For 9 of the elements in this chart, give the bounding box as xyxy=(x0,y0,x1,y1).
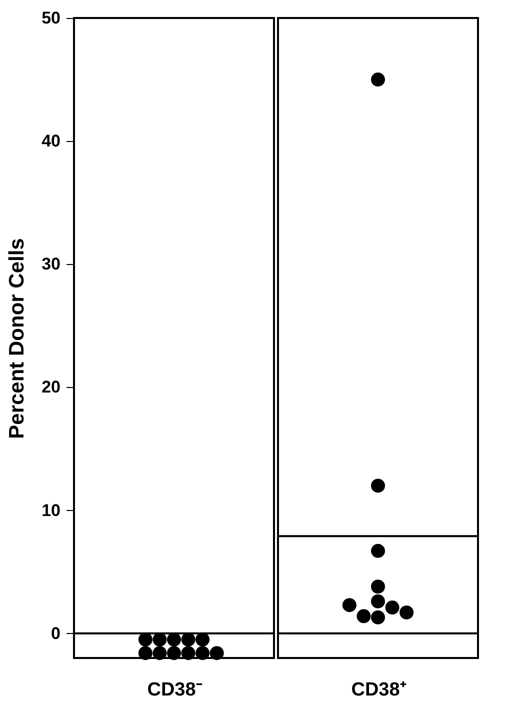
y-tick-label: 10 xyxy=(42,500,60,520)
y-tick-label: 0 xyxy=(51,624,60,643)
y-tick-label: 20 xyxy=(42,378,60,397)
y-axis-title: Percent Donor Cells xyxy=(6,238,29,439)
y-tick-label: 30 xyxy=(42,254,60,274)
y-tick-label: 50 xyxy=(42,8,60,28)
x-tick-label: CD38⁻ xyxy=(147,680,203,700)
y-tick-label: 40 xyxy=(42,132,60,151)
x-tick-label: CD38⁺ xyxy=(351,680,407,700)
